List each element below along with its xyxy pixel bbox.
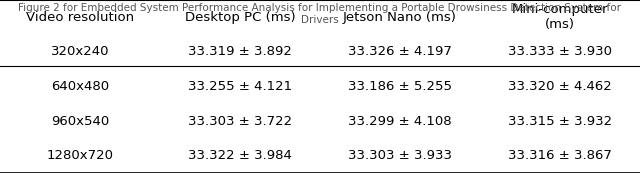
Text: Figure 2 for Embedded System Performance Analysis for Implementing a Portable Dr: Figure 2 for Embedded System Performance… xyxy=(19,3,621,25)
